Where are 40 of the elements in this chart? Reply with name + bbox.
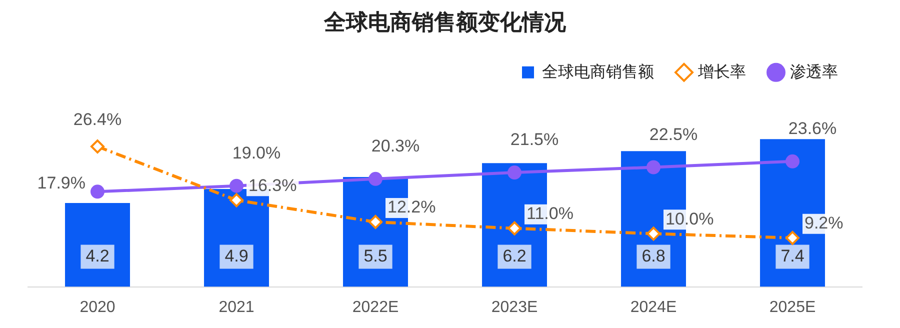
point [368, 214, 382, 229]
x-tick-label: 2021 [218, 298, 254, 316]
data-label: 22.5% [649, 124, 698, 144]
data-label: 10.0% [666, 209, 714, 228]
point [646, 226, 660, 241]
data-label: 6.2 [502, 246, 526, 266]
x-tick-label: 2022E [352, 298, 399, 316]
x-tick-label: 2024E [630, 298, 677, 316]
point [230, 193, 244, 208]
point [786, 154, 800, 168]
data-label: 5.5 [364, 246, 388, 266]
data-label: 11.0% [526, 204, 574, 224]
data-label: 4.2 [86, 246, 110, 266]
x-tick-label: 2025E [769, 298, 816, 316]
point [508, 166, 522, 180]
legend-label: 全球电商销售额 [542, 62, 654, 81]
x-tick-label: 2023E [491, 298, 538, 316]
legend-label: 增长率 [697, 62, 746, 81]
point [368, 172, 382, 186]
data-label: 7.4 [780, 246, 804, 266]
data-label: 16.3% [248, 176, 297, 195]
data-label: 12.2% [388, 198, 436, 217]
data-label: 6.8 [642, 246, 666, 266]
point [646, 160, 660, 174]
x-tick-label: 2020 [80, 298, 116, 316]
data-label: 9.2% [804, 214, 844, 233]
point [90, 184, 104, 199]
legend-label: 渗透率 [790, 62, 838, 81]
data-label: 20.3% [371, 136, 420, 156]
point [508, 221, 522, 236]
data-label: 4.9 [224, 246, 248, 266]
data-label: 17.9% [37, 173, 86, 192]
data-label: 23.6% [788, 119, 837, 138]
data-label: 19.0% [232, 144, 281, 163]
data-label: 26.4% [73, 110, 122, 130]
chart-title: 全球电商销售额变化情况 [323, 9, 567, 34]
point [230, 178, 244, 193]
point [90, 140, 104, 154]
point [786, 230, 800, 245]
data-label: 21.5% [510, 130, 559, 150]
